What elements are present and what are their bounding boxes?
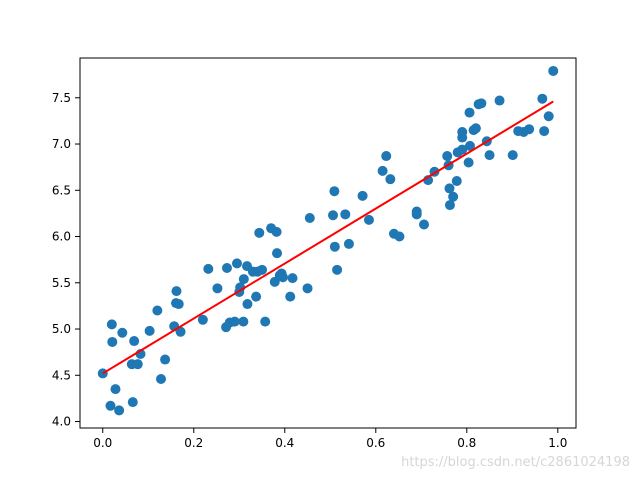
scatter-point — [457, 144, 468, 155]
scatter-point — [444, 183, 455, 194]
scatter-point — [144, 325, 155, 336]
scatter-point — [257, 264, 268, 275]
scatter-point — [238, 316, 249, 327]
scatter-point — [242, 299, 253, 310]
scatter-point — [377, 165, 388, 176]
scatter-point — [302, 283, 313, 294]
scatter-point — [343, 238, 354, 249]
scatter-point — [272, 248, 283, 259]
scatter-point — [463, 157, 474, 168]
scatter-point — [260, 316, 271, 327]
scatter-point — [451, 176, 462, 187]
y-tick-label: 4.5 — [52, 368, 71, 382]
scatter-point — [470, 123, 481, 134]
scatter-point — [363, 214, 374, 225]
scatter-point — [539, 126, 550, 137]
scatter-point — [127, 397, 138, 408]
x-tick-label: 0.4 — [275, 436, 294, 450]
scatter-point — [203, 263, 214, 274]
x-tick-label: 0.6 — [366, 436, 385, 450]
scatter-point — [254, 227, 265, 238]
scatter-point — [277, 272, 288, 283]
scatter-point — [156, 373, 166, 384]
scatter-point — [171, 286, 182, 297]
scatter-point — [419, 219, 430, 230]
watermark-text: https://blog.csdn.net/c2861024198 — [401, 455, 630, 470]
scatter-point — [444, 200, 455, 211]
data-layer — [97, 65, 559, 416]
scatter-point — [285, 291, 296, 302]
scatter-point — [229, 316, 240, 327]
x-tick-label: 0.0 — [93, 436, 112, 450]
scatter-point — [442, 151, 453, 162]
scatter-point — [524, 124, 535, 135]
x-tick-label: 0.2 — [184, 436, 203, 450]
scatter-point — [271, 226, 282, 237]
scatter-point — [107, 336, 118, 347]
scatter-point — [152, 305, 163, 316]
y-tick-label: 4.0 — [52, 415, 71, 429]
scatter-point — [357, 190, 368, 201]
scatter-point — [175, 326, 186, 337]
scatter-point — [543, 111, 554, 122]
scatter-point — [548, 65, 559, 76]
x-tick-label: 0.8 — [457, 436, 476, 450]
scatter-point — [329, 241, 340, 252]
scatter-point — [494, 95, 505, 106]
fit-line — [102, 100, 554, 375]
scatter-point — [106, 319, 117, 330]
plot-frame — [79, 57, 577, 429]
scatter-point — [328, 210, 339, 221]
scatter-point — [340, 209, 351, 220]
scatter-point — [507, 150, 518, 161]
scatter-point — [457, 132, 468, 143]
scatter-point — [110, 384, 121, 395]
scatter-point — [287, 273, 298, 284]
scatter-point — [221, 262, 232, 273]
y-tick-label: 5.0 — [52, 322, 71, 336]
scatter-point — [464, 107, 475, 118]
scatter-point — [381, 151, 392, 162]
scatter-point — [394, 231, 405, 242]
scatter-point — [105, 400, 116, 411]
scatter-point — [484, 150, 495, 161]
x-tick-label: 1.0 — [548, 436, 567, 450]
y-tick-label: 7.5 — [52, 91, 71, 105]
scatter-point — [197, 314, 208, 325]
scatter-point — [332, 264, 343, 275]
scatter-point — [129, 336, 140, 347]
scatter-point — [304, 213, 315, 224]
scatter-point — [160, 354, 171, 365]
y-tick-label: 5.5 — [52, 276, 71, 290]
scatter-point — [329, 186, 340, 197]
scatter-point — [251, 291, 262, 302]
scatter-point — [385, 174, 396, 185]
axes-layer: 0.0 0.2 0.4 0.6 0.8 1.0 4.0 4.5 5.0 5.5 6.0 6.5 7.0 7… — [52, 57, 577, 450]
scatter-point — [448, 191, 459, 202]
scatter-point — [231, 258, 242, 269]
y-tick-label: 6.5 — [52, 183, 71, 197]
scatter-point — [537, 93, 548, 104]
scatter-point — [464, 140, 475, 151]
scatter-point — [117, 327, 128, 338]
scatter-point — [114, 405, 125, 416]
scatter-point — [173, 299, 184, 310]
y-tick-label: 7.0 — [52, 137, 71, 151]
scatter-point — [132, 359, 143, 370]
scatter-point — [212, 283, 223, 294]
y-tick-label: 6.0 — [52, 230, 71, 244]
scatter-point — [411, 209, 422, 220]
scatter-point — [238, 274, 249, 285]
scatter-point — [476, 98, 487, 109]
